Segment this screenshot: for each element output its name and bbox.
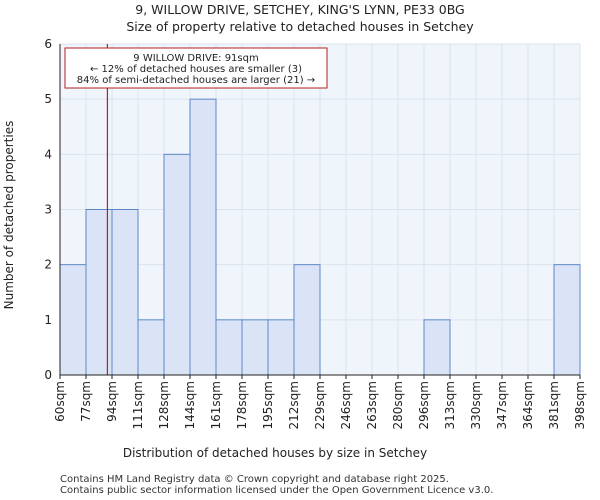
histogram-bar (553, 264, 581, 376)
x-axis-label: Distribution of detached houses by size … (123, 446, 427, 460)
x-tick-label: 229sqm (313, 381, 327, 429)
x-tick-label: 364sqm (521, 381, 535, 429)
histogram-bar (111, 209, 139, 376)
histogram-bar (59, 264, 87, 376)
x-tick-label: 330sqm (469, 381, 483, 429)
annotation-line-1: 9 WILLOW DRIVE: 91sqm (133, 53, 258, 64)
histogram-bar (85, 209, 113, 376)
x-tick-label: 128sqm (157, 381, 171, 429)
histogram-bar (189, 98, 217, 376)
x-tick-label: 144sqm (183, 381, 197, 429)
histogram-bar (267, 319, 295, 376)
histogram-bar (163, 153, 191, 376)
histogram-bar (241, 319, 269, 376)
x-tick-label: 280sqm (391, 381, 405, 429)
histogram-bar (215, 319, 243, 376)
histogram-bar (293, 264, 321, 376)
chart-title: 9, WILLOW DRIVE, SETCHEY, KING'S LYNN, P… (135, 2, 465, 17)
annotation-line-2: ← 12% of detached houses are smaller (3) (90, 64, 302, 75)
x-tick-label: 111sqm (131, 381, 145, 429)
x-tick-label: 347sqm (495, 381, 509, 429)
y-tick-label: 6 (44, 37, 52, 51)
y-axis-label: Number of detached properties (2, 121, 16, 310)
x-tick-label: 212sqm (287, 381, 301, 429)
x-tick-label: 195sqm (261, 381, 275, 429)
y-tick-label: 0 (44, 368, 52, 382)
x-tick-label: 381sqm (547, 381, 561, 429)
y-tick-label: 3 (44, 203, 52, 217)
footer-line-1: Contains HM Land Registry data © Crown c… (60, 474, 449, 485)
footer-line-2: Contains public sector information licen… (60, 485, 494, 496)
y-tick-label: 5 (44, 92, 52, 106)
x-tick-label: 161sqm (209, 381, 223, 429)
y-tick-label: 4 (44, 147, 52, 161)
chart-subtitle: Size of property relative to detached ho… (126, 19, 474, 34)
x-tick-label: 77sqm (79, 381, 93, 422)
x-tick-label: 94sqm (105, 381, 119, 422)
annotation-box: 9 WILLOW DRIVE: 91sqm ← 12% of detached … (64, 47, 328, 89)
annotation-frame (64, 47, 328, 89)
y-tick-label: 2 (44, 258, 52, 272)
annotation-line-3: 84% of semi-detached houses are larger (… (77, 75, 315, 86)
x-tick-label: 178sqm (235, 381, 249, 429)
histogram-bar (423, 319, 451, 376)
x-tick-label: 398sqm (573, 381, 587, 429)
x-tick-label: 263sqm (365, 381, 379, 429)
x-tick-label: 246sqm (339, 381, 353, 429)
histogram-bar (137, 319, 165, 376)
x-tick-label: 296sqm (417, 381, 431, 429)
x-tick-label: 60sqm (53, 381, 67, 422)
x-tick-label: 313sqm (443, 381, 457, 429)
y-tick-label: 1 (44, 313, 52, 327)
